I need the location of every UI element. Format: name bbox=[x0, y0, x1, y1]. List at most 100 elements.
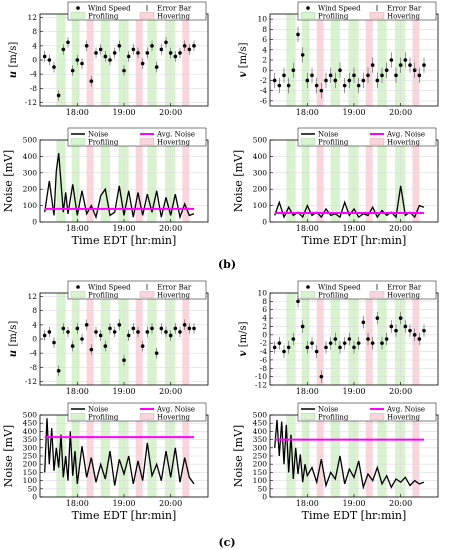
y-tick-label: -4 bbox=[260, 347, 268, 356]
wind-point bbox=[384, 68, 389, 73]
wind-point bbox=[324, 78, 328, 83]
wind-point bbox=[154, 351, 159, 355]
legend-box bbox=[297, 127, 437, 147]
wind-point bbox=[328, 341, 333, 345]
legend-swatch-profiling bbox=[300, 138, 316, 145]
wind-point bbox=[310, 73, 314, 78]
wind-point bbox=[192, 326, 196, 331]
legend-label: Wind Speed bbox=[318, 5, 361, 13]
y-tick-label: 450 bbox=[253, 419, 268, 428]
hovering-band bbox=[86, 140, 94, 222]
y-tick-label: 100 bbox=[253, 201, 268, 210]
wind-point bbox=[140, 344, 145, 348]
wind-point bbox=[70, 344, 75, 348]
x-axis-label: Time EDT [hr:min] bbox=[302, 234, 407, 247]
wind-point bbox=[131, 326, 136, 331]
wind-point bbox=[131, 47, 136, 52]
wind-point bbox=[338, 345, 342, 350]
y-tick-label: 400 bbox=[23, 427, 38, 436]
x-axis-label: Time EDT [hr:min] bbox=[72, 234, 177, 247]
legend-label: Error Bar bbox=[387, 5, 422, 13]
wind-point bbox=[192, 44, 196, 48]
wind-point bbox=[164, 40, 168, 45]
wind-point bbox=[300, 324, 305, 329]
wind-point bbox=[122, 68, 126, 73]
x-tick-label: 19:00 bbox=[342, 224, 365, 233]
y-tick-label: 50 bbox=[257, 484, 267, 493]
y-tick-label: 4 bbox=[262, 314, 267, 323]
legend-swatch-profiling bbox=[70, 138, 86, 145]
y-tick-label: 400 bbox=[253, 427, 268, 436]
y-tick-label: 12 bbox=[27, 13, 37, 22]
x-tick-label: 20:00 bbox=[159, 499, 182, 508]
legend-box bbox=[67, 127, 207, 147]
wind-point bbox=[356, 341, 361, 345]
profiling-band bbox=[71, 140, 80, 222]
wind-point bbox=[412, 68, 417, 73]
wind-point bbox=[56, 369, 61, 373]
wind-point bbox=[389, 58, 394, 62]
y-tick-label: 0 bbox=[32, 56, 37, 65]
profiling-band bbox=[330, 140, 340, 222]
y-tick-label: 0 bbox=[32, 493, 37, 502]
legend: Wind Speed Error Bar Profiling Hovering bbox=[297, 1, 437, 21]
legend-swatch-profiling bbox=[300, 12, 316, 19]
wind-point bbox=[154, 65, 159, 69]
legend: Noise Avg. Noise Profiling Hovering bbox=[67, 127, 207, 147]
legend-label: Error Bar bbox=[157, 5, 192, 13]
x-tick-label: 20:00 bbox=[159, 387, 182, 396]
legend-marker-wind bbox=[76, 285, 80, 289]
y-tick-label: 4 bbox=[262, 45, 267, 54]
legend-box bbox=[297, 280, 437, 300]
legend-box bbox=[67, 280, 207, 300]
y-tick-label: 350 bbox=[253, 435, 268, 444]
wind-point bbox=[403, 324, 408, 329]
caption-b: (b) bbox=[218, 258, 236, 271]
y-tick-label: 8 bbox=[262, 297, 267, 306]
wind-point bbox=[80, 61, 84, 66]
wind-point bbox=[352, 73, 356, 78]
y-tick-label: -6 bbox=[260, 355, 268, 364]
profiling-band bbox=[301, 140, 310, 222]
wind-point bbox=[412, 333, 417, 337]
wind-point bbox=[403, 58, 408, 62]
y-tick-label: 8 bbox=[32, 27, 37, 36]
wind-point bbox=[47, 58, 52, 62]
wind-point bbox=[324, 345, 328, 350]
wind-point bbox=[61, 326, 66, 331]
profiling-band bbox=[286, 140, 296, 222]
wind-point bbox=[296, 299, 300, 304]
wind-point bbox=[333, 337, 338, 341]
y-tick-label: 100 bbox=[23, 201, 38, 210]
wind-point bbox=[84, 44, 89, 48]
profiling-band bbox=[395, 293, 406, 385]
legend-box bbox=[297, 402, 437, 422]
y-tick-label: -8 bbox=[30, 84, 38, 93]
y-tick-label: -4 bbox=[30, 349, 38, 358]
legend-swatch-profiling bbox=[300, 291, 316, 298]
legend-swatch-hovering bbox=[139, 413, 155, 420]
y-tick-label: -2 bbox=[260, 339, 268, 348]
chart-b-noise-left: 0 100 200 300 400 500 18:00 19:00 20:00 Noise [mV… bbox=[2, 127, 209, 247]
x-tick-label: 20:00 bbox=[159, 224, 182, 233]
hovering-band bbox=[365, 140, 373, 222]
profiling-band bbox=[377, 140, 387, 222]
hovering-band bbox=[412, 293, 420, 385]
wind-point bbox=[168, 51, 173, 55]
x-tick-label: 19:00 bbox=[342, 108, 365, 117]
x-tick-label: 20:00 bbox=[159, 108, 182, 117]
y-tick-label: 500 bbox=[253, 136, 268, 145]
wind-point bbox=[182, 323, 187, 327]
legend-swatch-hovering bbox=[369, 413, 385, 420]
x-tick-label: 18:00 bbox=[296, 387, 319, 396]
wind-point bbox=[75, 58, 80, 62]
wind-point bbox=[384, 337, 389, 341]
wind-point bbox=[66, 40, 70, 45]
caption-c: (c) bbox=[218, 536, 235, 549]
legend-swatch-profiling bbox=[300, 413, 316, 420]
legend-label: Error Bar bbox=[387, 284, 422, 292]
y-tick-label: 300 bbox=[253, 168, 268, 177]
wind-point bbox=[145, 330, 150, 334]
